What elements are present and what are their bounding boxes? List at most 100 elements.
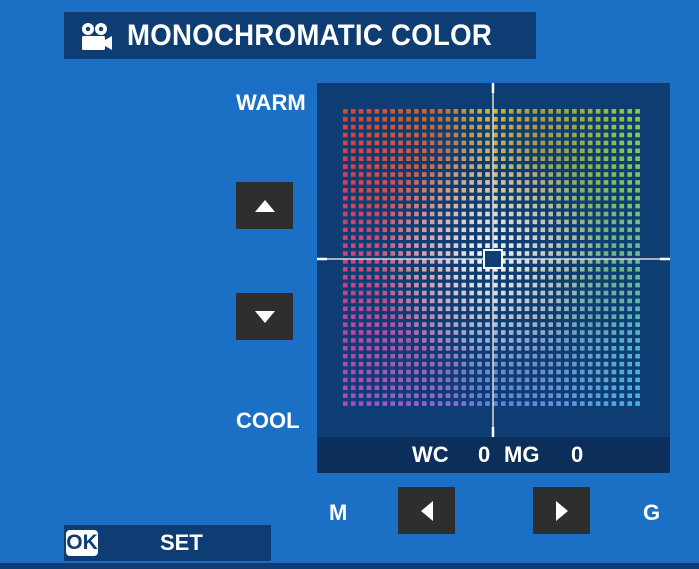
color-cell[interactable] [429,109,435,114]
color-cell[interactable] [485,227,490,233]
color-cell[interactable] [611,109,617,114]
color-cell[interactable] [390,124,395,130]
color-cell[interactable] [611,172,617,177]
color-cell[interactable] [627,393,632,398]
color-cell[interactable] [382,393,388,398]
color-cell[interactable] [556,156,561,161]
color-cell[interactable] [619,306,625,312]
color-cell[interactable] [485,188,490,193]
color-cell[interactable] [461,259,467,264]
color-cell[interactable] [548,211,553,217]
color-cell[interactable] [619,385,625,391]
set-button[interactable]: OK SET [64,525,271,561]
color-cell[interactable] [343,243,348,248]
color-cell[interactable] [556,259,561,264]
color-cell[interactable] [627,306,632,312]
color-cell[interactable] [548,361,553,367]
color-cell[interactable] [493,290,498,296]
color-cell[interactable] [564,132,569,138]
color-cell[interactable] [501,195,506,201]
color-cell[interactable] [453,148,459,154]
color-cell[interactable] [635,219,640,225]
color-cell[interactable] [611,314,617,319]
color-cell[interactable] [390,195,395,201]
color-cell[interactable] [627,203,632,209]
color-cell[interactable] [508,124,514,130]
color-cell[interactable] [445,259,451,264]
color-cell[interactable] [627,338,632,343]
color-cell[interactable] [485,132,490,138]
color-cell[interactable] [627,385,632,391]
color-cell[interactable] [572,227,577,233]
color-cell[interactable] [556,290,561,296]
color-cell[interactable] [524,164,530,169]
color-cell[interactable] [374,156,380,161]
color-cell[interactable] [374,267,380,272]
color-cell[interactable] [603,172,609,177]
color-cell[interactable] [611,195,617,201]
color-cell[interactable] [429,172,435,177]
color-cell[interactable] [524,251,530,256]
color-cell[interactable] [508,401,514,406]
color-cell[interactable] [429,116,435,122]
color-cell[interactable] [469,116,474,122]
color-cell[interactable] [493,369,498,375]
color-cell[interactable] [603,140,609,146]
color-cell[interactable] [398,243,403,248]
color-cell[interactable] [398,219,403,225]
color-cell[interactable] [358,172,364,177]
color-cell[interactable] [627,322,632,327]
color-cell[interactable] [429,353,435,359]
color-cell[interactable] [358,140,364,146]
color-cell[interactable] [477,164,482,169]
color-cell[interactable] [501,259,506,264]
color-cell[interactable] [437,259,443,264]
color-cell[interactable] [564,361,569,367]
color-cell[interactable] [493,385,498,391]
color-cell[interactable] [477,306,482,312]
color-cell[interactable] [587,211,593,217]
color-cell[interactable] [366,369,372,375]
color-cell[interactable] [437,109,443,114]
color-cell[interactable] [390,267,395,272]
color-cell[interactable] [619,148,625,154]
color-cell[interactable] [580,188,585,193]
color-cell[interactable] [382,227,388,233]
color-cell[interactable] [406,180,411,185]
color-cell[interactable] [548,227,553,233]
color-cell[interactable] [595,188,601,193]
color-cell[interactable] [358,298,364,304]
color-cell[interactable] [572,338,577,343]
color-cell[interactable] [587,259,593,264]
color-cell[interactable] [580,195,585,201]
color-cell[interactable] [627,109,632,114]
color-cell[interactable] [429,124,435,130]
color-cell[interactable] [595,385,601,391]
color-cell[interactable] [587,306,593,312]
color-cell[interactable] [587,109,593,114]
color-cell[interactable] [501,180,506,185]
color-cell[interactable] [477,322,482,327]
color-cell[interactable] [627,369,632,375]
color-cell[interactable] [406,219,411,225]
color-cell[interactable] [406,227,411,233]
color-cell[interactable] [350,235,356,240]
color-cell[interactable] [611,219,617,225]
color-cell[interactable] [501,243,506,248]
color-cell[interactable] [548,251,553,256]
color-cell[interactable] [532,235,538,240]
color-cell[interactable] [366,282,372,288]
color-cell[interactable] [548,235,553,240]
color-cell[interactable] [469,401,474,406]
color-cell[interactable] [485,346,490,351]
color-cell[interactable] [437,211,443,217]
color-cell[interactable] [611,124,617,130]
color-cell[interactable] [603,259,609,264]
color-cell[interactable] [635,140,640,146]
color-cell[interactable] [382,109,388,114]
color-cell[interactable] [611,361,617,367]
color-cell[interactable] [603,109,609,114]
color-cell[interactable] [611,393,617,398]
color-cell[interactable] [461,235,467,240]
color-cell[interactable] [422,369,427,375]
